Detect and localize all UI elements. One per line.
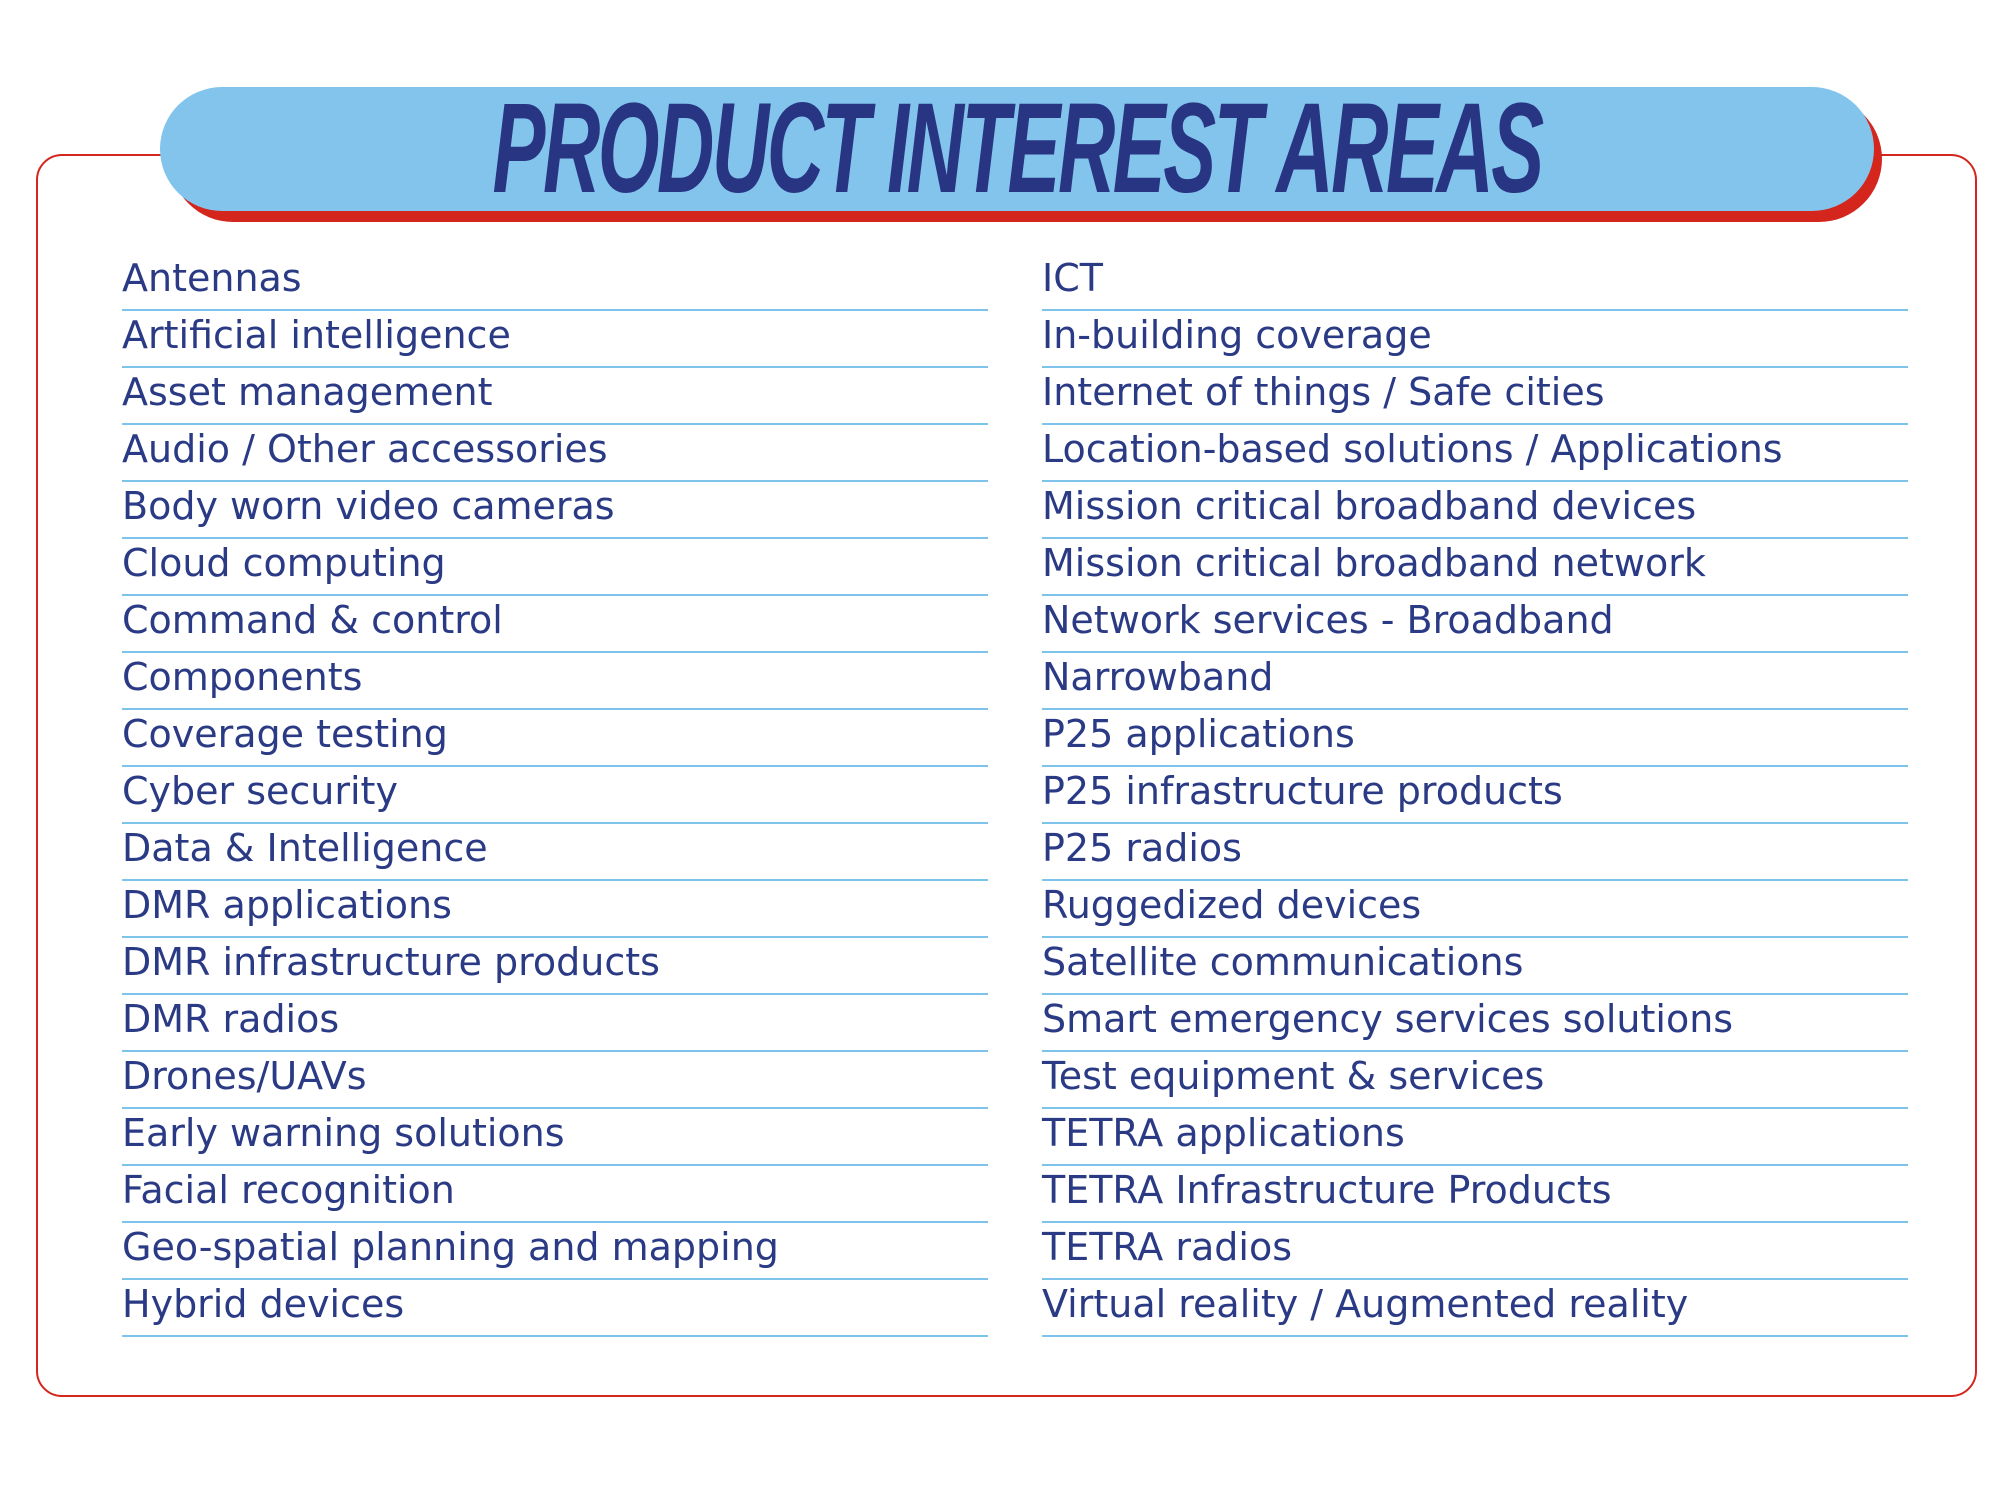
list-item-label: Network services - Broadband [1042, 598, 1614, 642]
list-item: Network services - Broadband [1042, 596, 1908, 653]
list-item-label: Mission critical broadband network [1042, 541, 1706, 585]
list-item-label: Early warning solutions [122, 1111, 565, 1155]
right-column: ICT In-building coverage Internet of thing… [1042, 254, 1908, 1337]
list-item-label: Smart emergency services solutions [1042, 997, 1734, 1041]
list-item-label: DMR infrastructure products [122, 940, 660, 984]
list-item: Data & Intelligence [122, 824, 988, 881]
list-item: Cyber security [122, 767, 988, 824]
list-item: P25 infrastructure products [1042, 767, 1908, 824]
list-item: Components [122, 653, 988, 710]
list-item: Ruggedized devices [1042, 881, 1908, 938]
list-item: Artificial intelligence [122, 311, 988, 368]
list-item: Mission critical broadband devices [1042, 482, 1908, 539]
list-item-label: Drones/UAVs [122, 1054, 367, 1098]
list-item: Hybrid devices [122, 1280, 988, 1337]
list-item-label: Virtual reality / Augmented reality [1042, 1282, 1689, 1326]
list-item: Test equipment & services [1042, 1052, 1908, 1109]
list-item-label: Components [122, 655, 363, 699]
list-item: Body worn video cameras [122, 482, 988, 539]
list-item-label: Antennas [122, 256, 302, 300]
title-banner: PRODUCT INTEREST AREAS [160, 77, 1874, 220]
list-item: In-building coverage [1042, 311, 1908, 368]
list-item-label: Ruggedized devices [1042, 883, 1422, 927]
list-item-label: ICT [1042, 256, 1103, 300]
list-item-label: DMR applications [122, 883, 452, 927]
list-item-label: Test equipment & services [1042, 1054, 1545, 1098]
list-item: TETRA applications [1042, 1109, 1908, 1166]
list-item-label: TETRA applications [1042, 1111, 1405, 1155]
list-item: Audio / Other accessories [122, 425, 988, 482]
list-item-label: Command & control [122, 598, 503, 642]
list-item: Mission critical broadband network [1042, 539, 1908, 596]
list-item: DMR applications [122, 881, 988, 938]
list-item-label: Satellite communications [1042, 940, 1524, 984]
list-item: Coverage testing [122, 710, 988, 767]
list-item-label: Coverage testing [122, 712, 448, 756]
list-item-label: P25 applications [1042, 712, 1355, 756]
list-item: Satellite communications [1042, 938, 1908, 995]
list-item: Command & control [122, 596, 988, 653]
list-item-label: Hybrid devices [122, 1282, 405, 1326]
list-item: DMR infrastructure products [122, 938, 988, 995]
list-item: Drones/UAVs [122, 1052, 988, 1109]
list-item: Cloud computing [122, 539, 988, 596]
list-item-label: Data & Intelligence [122, 826, 488, 870]
list-item-label: Body worn video cameras [122, 484, 615, 528]
list-item: Location-based solutions / Applications [1042, 425, 1908, 482]
list-item: P25 radios [1042, 824, 1908, 881]
list-item-label: Audio / Other accessories [122, 427, 608, 471]
list-item-label: Cyber security [122, 769, 398, 813]
list-item-label: Artificial intelligence [122, 313, 511, 357]
list-item-label: Geo-spatial planning and mapping [122, 1225, 779, 1269]
list-item-label: Facial recognition [122, 1168, 455, 1212]
list-item-label: Narrowband [1042, 655, 1274, 699]
list-item-label: TETRA radios [1042, 1225, 1293, 1269]
list-item: Narrowband [1042, 653, 1908, 710]
list-item: P25 applications [1042, 710, 1908, 767]
list-item: ICT [1042, 254, 1908, 311]
left-column: Antennas Artificial intelligence Asset man… [122, 254, 988, 1337]
list-item: Early warning solutions [122, 1109, 988, 1166]
list-item-label: Mission critical broadband devices [1042, 484, 1697, 528]
list-item: Smart emergency services solutions [1042, 995, 1908, 1052]
list-item: TETRA radios [1042, 1223, 1908, 1280]
list-item: Asset management [122, 368, 988, 425]
list-item-label: TETRA Infrastructure Products [1042, 1168, 1612, 1212]
list-item: Facial recognition [122, 1166, 988, 1223]
list-item: Virtual reality / Augmented reality [1042, 1280, 1908, 1337]
list-item-label: P25 radios [1042, 826, 1242, 870]
list-item-label: P25 infrastructure products [1042, 769, 1563, 813]
list-item-label: DMR radios [122, 997, 340, 1041]
list-item: Internet of things / Safe cities [1042, 368, 1908, 425]
list-item: DMR radios [122, 995, 988, 1052]
list-item-label: Cloud computing [122, 541, 446, 585]
list-item: Geo-spatial planning and mapping [122, 1223, 988, 1280]
page-title: PRODUCT INTEREST AREAS [492, 77, 1544, 220]
list-item-label: Asset management [122, 370, 493, 414]
list-item-label: In-building coverage [1042, 313, 1432, 357]
list-item-label: Internet of things / Safe cities [1042, 370, 1605, 414]
list-item: Antennas [122, 254, 988, 311]
list-item: TETRA Infrastructure Products [1042, 1166, 1908, 1223]
list-item-label: Location-based solutions / Applications [1042, 427, 1783, 471]
